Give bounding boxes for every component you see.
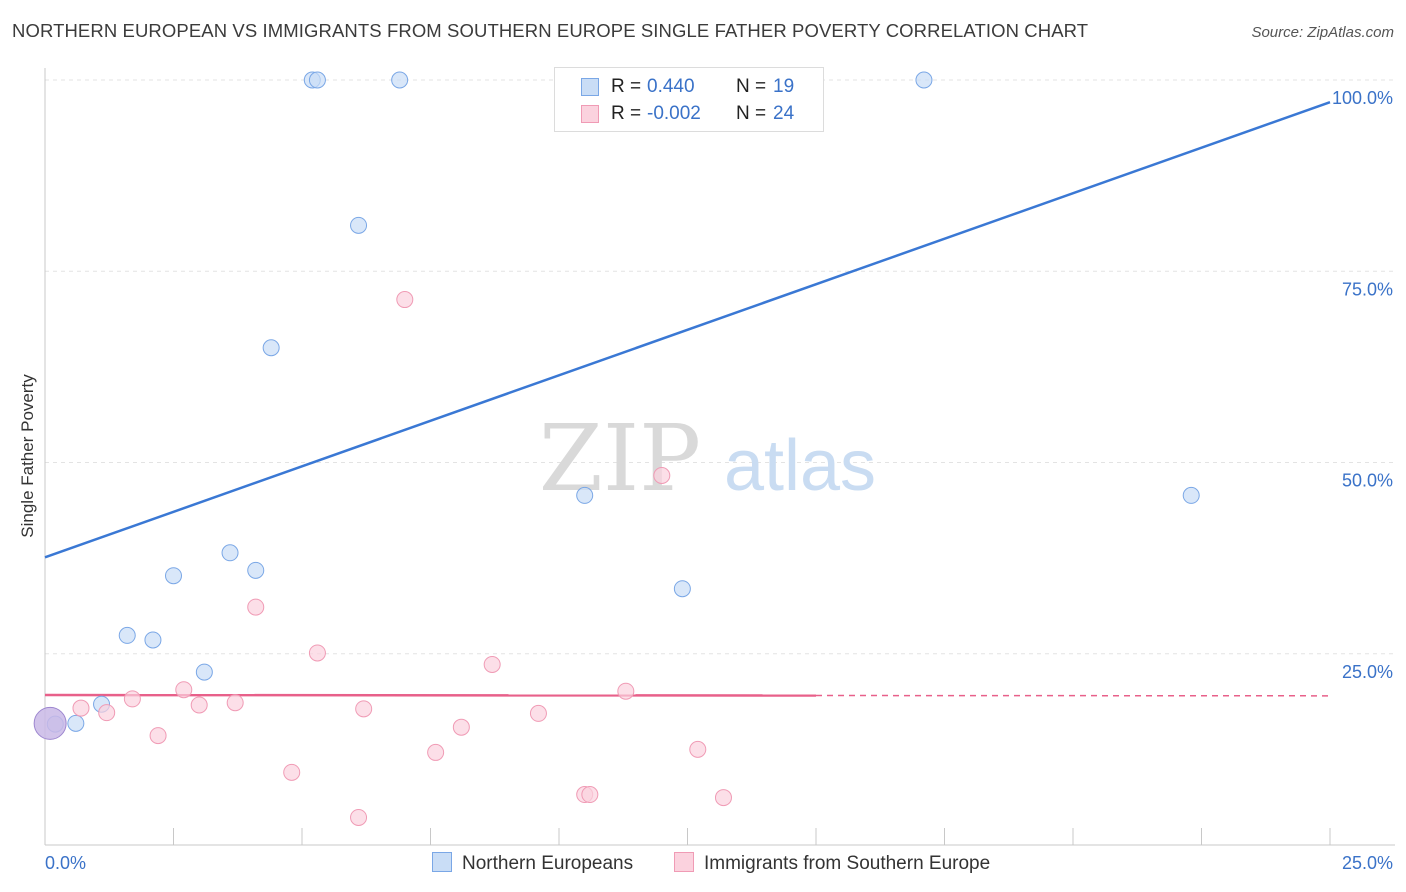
y-tick-label-75: 75.0% <box>1342 279 1393 299</box>
watermark-atlas: atlas <box>724 426 876 506</box>
pink-point <box>350 808 368 826</box>
x-tick-label-right: 25.0% <box>1342 853 1393 873</box>
chart-title: NORTHERN EUROPEAN VS IMMIGRANTS FROM SOU… <box>12 20 1089 41</box>
blue-point <box>262 339 280 357</box>
blue-point <box>144 631 162 649</box>
r-label: R = <box>611 103 642 124</box>
x-tick-label-left: 0.0% <box>45 853 86 873</box>
grid-lines <box>45 79 1395 655</box>
pink-point <box>33 706 67 740</box>
zipatlas-watermark: ZIP atlas <box>539 405 876 512</box>
watermark-zip: ZIP <box>539 405 701 512</box>
pink-point <box>427 743 445 761</box>
pink-point <box>581 786 599 804</box>
pink-point <box>308 644 326 662</box>
pink-point <box>175 681 193 699</box>
n-label: N = <box>736 76 767 97</box>
r-value: -0.002 <box>647 103 701 124</box>
y-tick-label-100: 100.0% <box>1332 88 1393 108</box>
blue-point <box>915 71 933 89</box>
pink-swatch <box>581 105 599 123</box>
pink-point <box>283 763 301 781</box>
source-credit: Source: ZipAtlas.com <box>1251 24 1394 41</box>
pink-point <box>617 682 635 700</box>
pink-point <box>529 704 547 722</box>
blue-point <box>221 544 239 562</box>
stats-box: R = 0.440 N = 19 R = -0.002 N = 24 <box>554 67 824 132</box>
blue-point <box>673 580 691 598</box>
stats-row-pink: R = -0.002 N = 24 <box>555 101 823 129</box>
blue-point <box>350 216 368 234</box>
legend-label: Northern Europeans <box>462 853 634 874</box>
n-value: 24 <box>773 103 795 124</box>
pink-point <box>452 718 470 736</box>
tick-labels: 25.0% 50.0% 75.0% 100.0% 0.0% 25.0% <box>45 88 1393 873</box>
blue-swatch <box>581 78 599 96</box>
blue-point <box>308 71 326 89</box>
blue-point <box>118 626 136 644</box>
trend-lines <box>44 101 1331 697</box>
blue-trend-line <box>44 101 1331 559</box>
blue-point <box>1182 486 1200 504</box>
n-value: 19 <box>773 76 795 97</box>
blue-point <box>576 486 594 504</box>
pink-point <box>396 291 414 309</box>
blue-point <box>247 561 265 579</box>
n-label: N = <box>736 103 767 124</box>
pink-point <box>355 700 373 718</box>
r-label: R = <box>611 76 642 97</box>
axes <box>44 68 1395 846</box>
data-points <box>33 71 1200 826</box>
stats-row-blue: R = 0.440 N = 19 <box>555 74 823 102</box>
y-tick-label-25: 25.0% <box>1342 662 1393 682</box>
blue-point <box>391 71 409 89</box>
pink-point <box>653 467 671 485</box>
pink-point <box>123 690 141 708</box>
pink-point <box>689 740 707 758</box>
legend-item-northern-europeans[interactable]: Northern Europeans <box>432 852 633 875</box>
legend-item-southern-europe[interactable]: Immigrants from Southern Europe <box>674 852 990 875</box>
pink-point <box>149 727 167 745</box>
y-tick-label-50: 50.0% <box>1342 471 1393 491</box>
legend-swatch-blue <box>432 852 452 872</box>
pink-point <box>226 694 244 712</box>
pink-point <box>190 696 208 714</box>
r-value: 0.440 <box>647 76 695 97</box>
pink-point <box>247 598 265 616</box>
pink-point <box>483 655 501 673</box>
blue-point <box>195 663 213 681</box>
legend-label: Immigrants from Southern Europe <box>704 853 991 874</box>
legend-swatch-pink <box>674 852 694 872</box>
blue-point <box>165 567 182 585</box>
pink-point <box>98 704 116 722</box>
pink-point <box>714 789 732 807</box>
blue-point <box>67 714 85 732</box>
pink-point <box>72 699 90 717</box>
